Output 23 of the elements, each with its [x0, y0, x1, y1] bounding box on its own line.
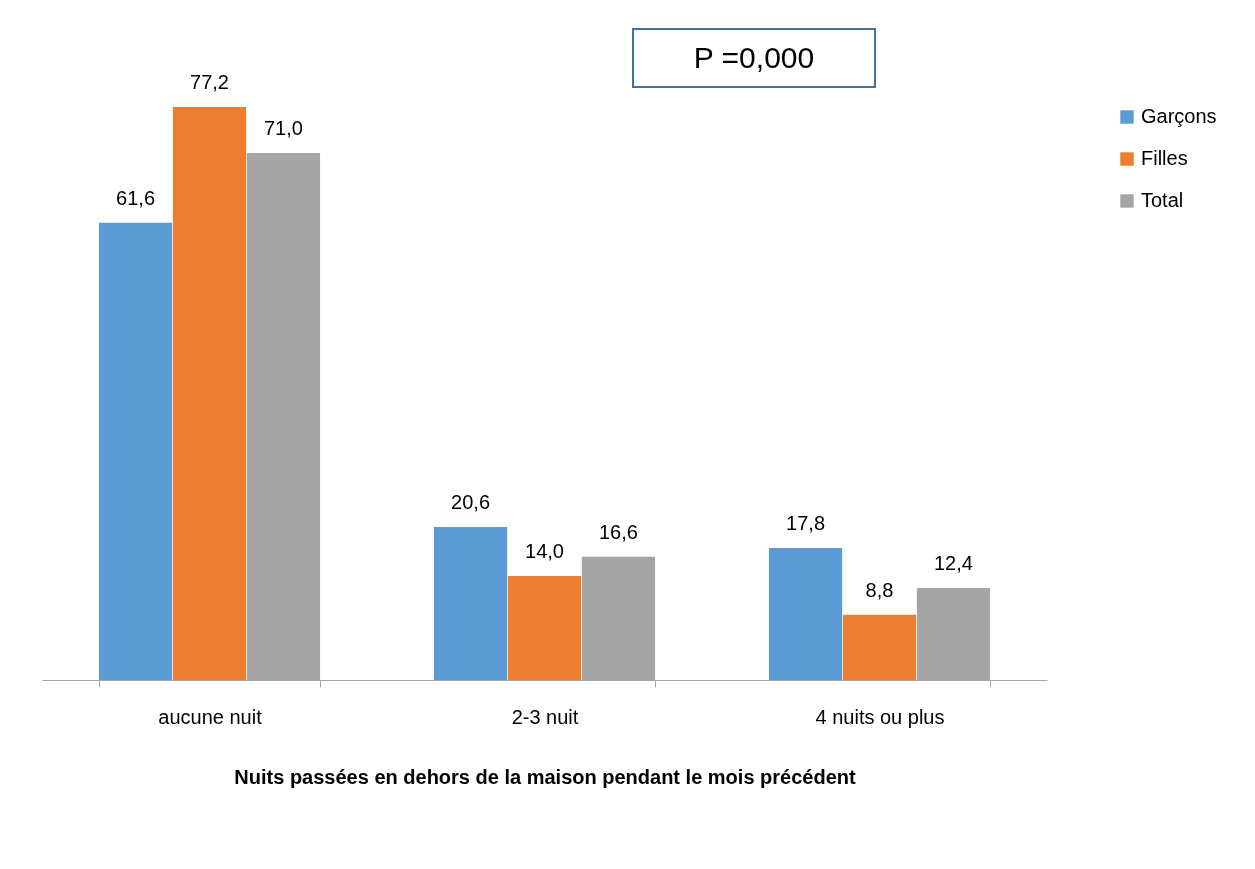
- data-label: 20,6: [451, 491, 491, 514]
- data-label: 71,0: [263, 117, 303, 140]
- text: P =0,000: [632, 28, 876, 88]
- data-label: 17,8: [786, 511, 826, 534]
- bar: [98, 222, 173, 680]
- bar: [842, 614, 917, 680]
- bar: [507, 576, 582, 680]
- x-axis-title: Nuits passées en dehors de la maison pendant le mois précédent: [234, 765, 856, 788]
- x-tick-label: 2-3 nuit: [511, 705, 579, 728]
- data-label: 14,0: [525, 540, 564, 563]
- legend-label: Total: [1141, 189, 1184, 211]
- data-label: 61,6: [116, 186, 156, 209]
- data-label: 16,6: [598, 520, 638, 543]
- legend-label: Filles: [1141, 147, 1188, 169]
- legend-label: Garçons: [1141, 105, 1217, 127]
- bar: [768, 547, 843, 680]
- bar: [172, 107, 247, 680]
- data-label: 8,8: [865, 578, 894, 601]
- x-tick-label: 4 nuits ou plus: [815, 705, 945, 728]
- x-tick-label: aucune nuit: [158, 705, 263, 728]
- data-label: 77,2: [190, 71, 229, 93]
- data-label: 12,4: [933, 551, 973, 574]
- bar: [433, 527, 508, 680]
